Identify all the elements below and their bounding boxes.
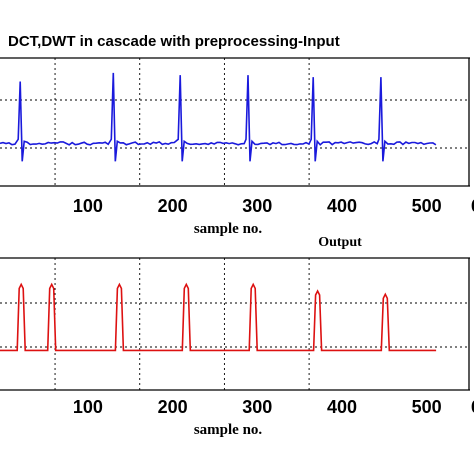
input-grid xyxy=(0,58,470,186)
input-axes-frame xyxy=(0,57,470,187)
x-tick-label: 500 xyxy=(412,397,442,417)
input-x-axis-label: sample no. xyxy=(194,221,263,237)
input-chart-title: DCT,DWT in cascade with preprocessing-In… xyxy=(8,33,340,50)
x-tick-label: 100 xyxy=(73,397,103,417)
x-tick-label: 300 xyxy=(242,397,272,417)
output-signal-line xyxy=(0,282,437,352)
input-x-tick-labels: 100 200 300 400 500 6 xyxy=(73,196,474,216)
output-axes-frame xyxy=(0,257,470,391)
x-tick-label: 300 xyxy=(242,196,272,216)
x-tick-label: 100 xyxy=(73,196,103,216)
output-x-tick-labels: 100 200 300 400 500 6 xyxy=(73,397,474,417)
input-signal-line xyxy=(0,72,437,162)
x-tick-label: 400 xyxy=(327,397,357,417)
x-tick-label: 200 xyxy=(158,196,188,216)
output-chart-title: Output xyxy=(318,235,362,250)
input-panel: DCT,DWT in cascade with preprocessing-In… xyxy=(0,33,474,237)
output-grid xyxy=(0,258,470,390)
x-tick-label: 500 xyxy=(412,196,442,216)
output-x-axis-label: sample no. xyxy=(194,422,263,438)
x-tick-label: 400 xyxy=(327,196,357,216)
x-tick-label: 6 xyxy=(471,397,474,417)
x-tick-label: 6 xyxy=(471,196,474,216)
output-panel: Output 100 200 300 400 500 6 sample no. xyxy=(0,235,474,438)
x-tick-label: 200 xyxy=(158,397,188,417)
